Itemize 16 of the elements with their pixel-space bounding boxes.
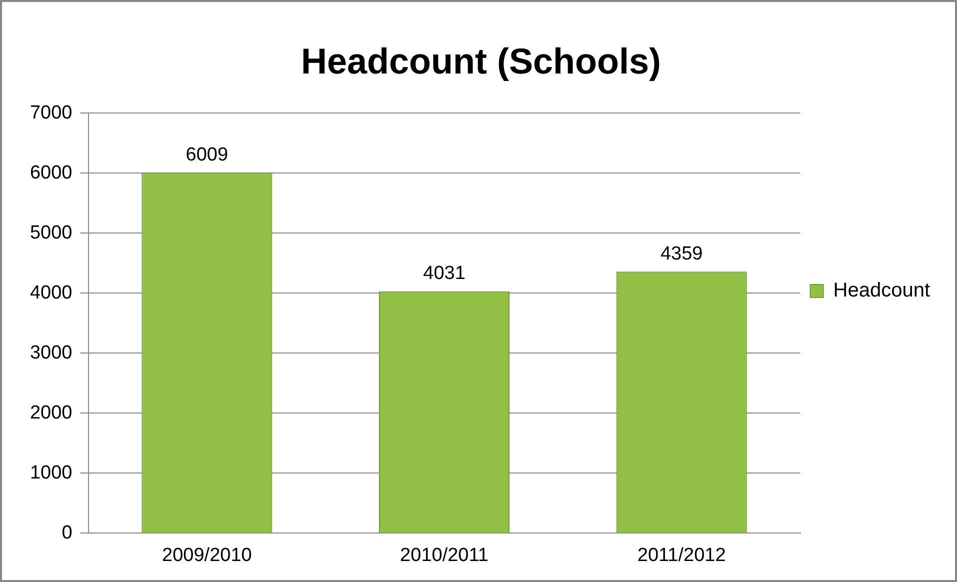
legend-label: Headcount: [833, 280, 930, 302]
y-tick-label: 2000: [30, 402, 72, 424]
y-tick-label: 6000: [30, 162, 72, 184]
chart-title: Headcount (Schools): [300, 40, 662, 82]
x-tick-label: 2010/2011: [400, 544, 488, 566]
x-tick-label: 2009/2010: [162, 544, 252, 566]
data-label: 6009: [186, 144, 228, 166]
y-tick-label: 1000: [30, 462, 72, 484]
y-tick-label: 4000: [30, 282, 72, 304]
data-label: 4359: [660, 243, 703, 264]
y-tick-label: 0: [62, 522, 72, 544]
y-tick-label: 7000: [30, 102, 72, 124]
y-tick-label: 5000: [30, 222, 72, 244]
data-label: 4031: [423, 263, 466, 284]
y-tick-label: 3000: [30, 342, 72, 364]
x-tick-label: 2011/2012: [637, 544, 726, 566]
